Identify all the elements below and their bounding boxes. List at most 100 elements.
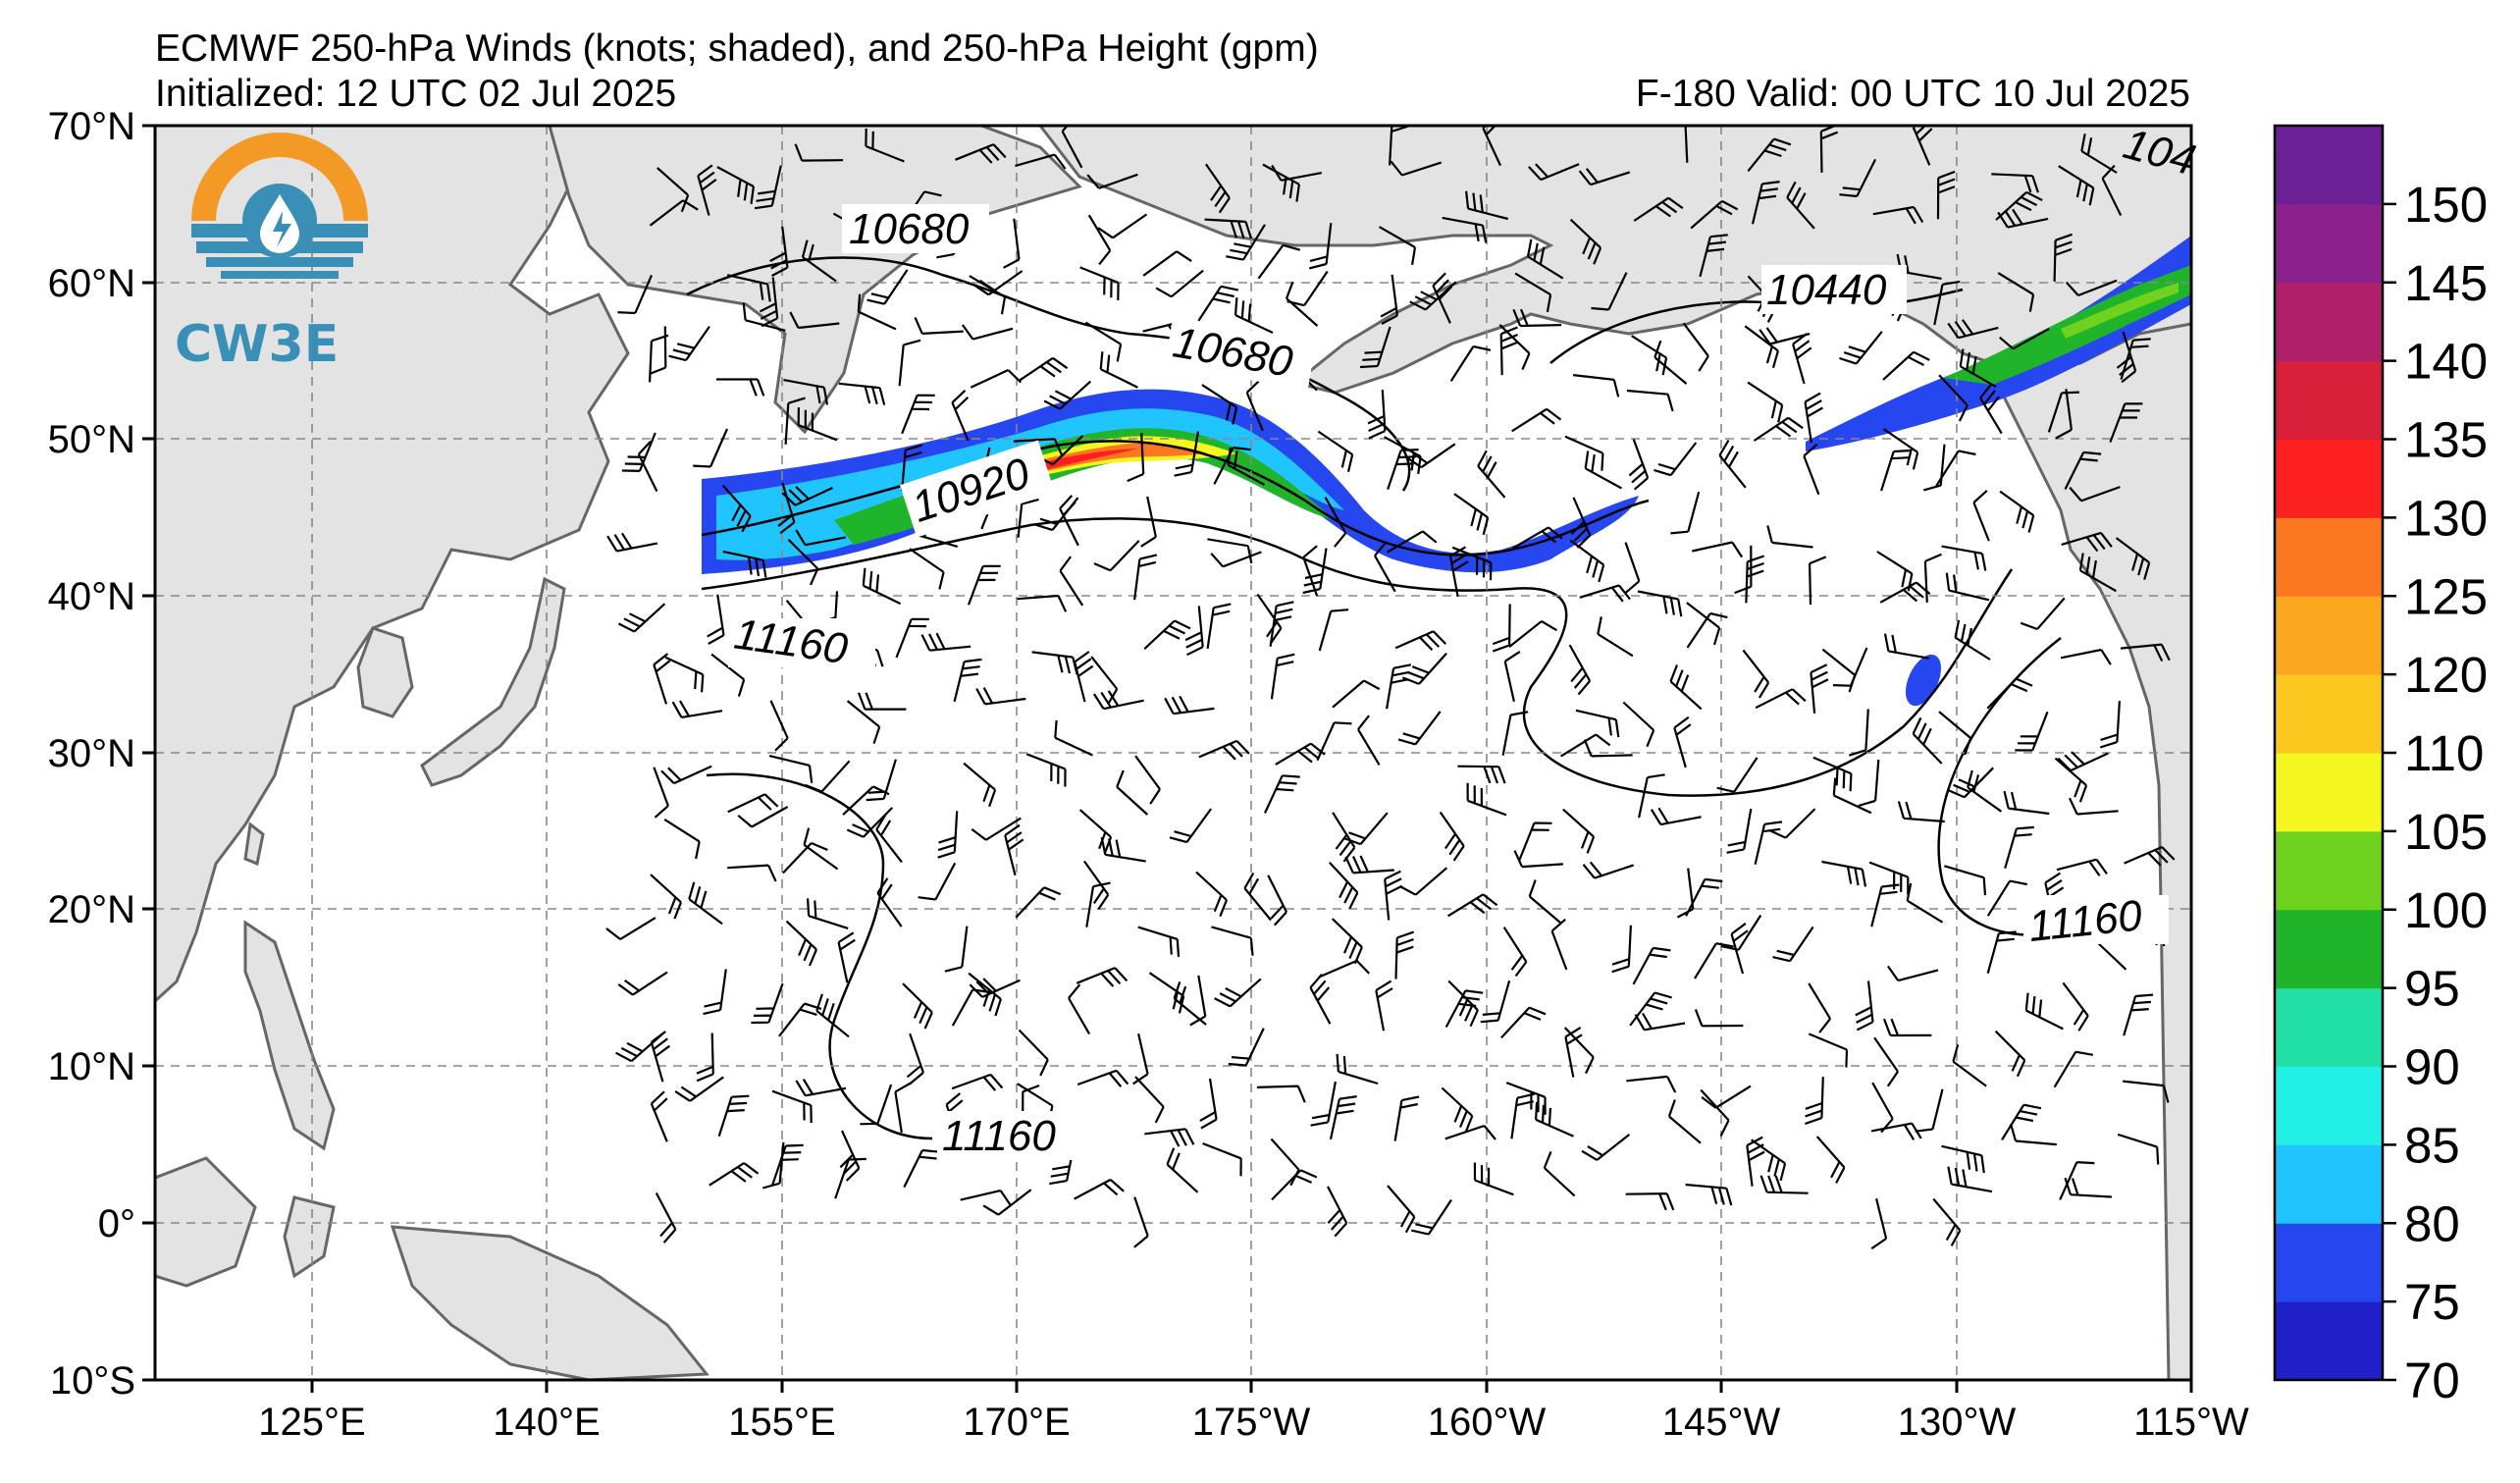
lon-label-160w: 160°W [1428, 1401, 1547, 1444]
wind-barb-408 [1131, 1033, 1149, 1086]
lat-label-60n: 60°N [48, 262, 135, 305]
wind-barb-208 [1133, 554, 1158, 601]
colorbar-bin-4 [2275, 987, 2383, 1067]
jet-band-northeast-yellow [2061, 283, 2179, 339]
wind-barb-128 [797, 407, 838, 442]
wind-barb-288 [1457, 765, 1506, 784]
wind-barb-254 [857, 692, 907, 711]
colorbar-label-110: 110 [2404, 725, 2484, 781]
wind-barb-224 [2078, 553, 2117, 593]
wind-barb-448 [2053, 1050, 2094, 1088]
wind-barb-476 [709, 1162, 760, 1187]
jet-band-red [1030, 449, 1138, 473]
wind-barb-468 [1751, 1139, 1787, 1182]
wind-barb-76 [668, 325, 710, 362]
wind-barb-188 [1451, 546, 1493, 581]
wind-barb-134 [1174, 431, 1200, 477]
wind-barb-206 [1017, 594, 1068, 612]
wind-barb-122 [1959, 348, 1997, 389]
wind-barb-130 [951, 390, 970, 442]
wind-barb-479 [903, 1148, 941, 1189]
wind-barb-437 [1336, 1053, 1379, 1086]
wind-barb-435 [1256, 1085, 1306, 1103]
wind-barb-148 [2047, 391, 2079, 433]
wind-barb-195 [1876, 551, 1914, 592]
wind-barb-136 [1317, 430, 1354, 472]
wind-barb-89 [1498, 324, 1531, 371]
lat-label-10n: 10°N [48, 1045, 135, 1088]
wind-barb-9 [1204, 163, 1231, 214]
wind-barb-386 [1318, 959, 1370, 979]
wind-barb-261 [1332, 679, 1381, 709]
logo-wave-3 [206, 257, 353, 267]
wind-barb-131 [1013, 438, 1064, 456]
wind-barb-464 [1510, 1092, 1535, 1139]
wind-barb-97 [1947, 319, 1999, 340]
wind-barb-285 [1275, 742, 1326, 766]
lon-label-115w: 115°W [2133, 1401, 2249, 1444]
wind-barb-77 [742, 302, 786, 332]
wind-barb-173 [2064, 450, 2102, 490]
wind-barb-124 [2120, 338, 2151, 381]
wind-barb-104 [898, 339, 921, 387]
wind-barb-335 [1267, 874, 1287, 927]
colorbar-bin-11 [2275, 439, 2383, 518]
wind-barb-389 [1480, 980, 1511, 1024]
wind-barb-15 [1528, 163, 1580, 182]
wind-barb-116 [1626, 389, 1674, 412]
wind-barb-376 [703, 969, 727, 1016]
wind-barb-33 [1097, 213, 1148, 239]
wind-barb-190 [1569, 539, 1605, 583]
wind-barb-80 [914, 316, 964, 335]
wind-barb-144 [1804, 392, 1823, 444]
wind-barb-377 [751, 982, 784, 1025]
land-north-america-coast [2000, 322, 2191, 1380]
wind-barb-170 [1880, 449, 1912, 492]
wind-barb-240 [1568, 644, 1592, 696]
wind-barb-451 [717, 1094, 750, 1138]
wind-barb-427 [771, 1089, 813, 1124]
wind-barb-43 [1751, 181, 1780, 225]
wind-barb-46 [1936, 170, 1956, 220]
wind-barb-163 [1453, 493, 1490, 536]
colorbar-labels: 70 75 80 85 90 95 100 105 110 120 125 130 135 140 145 1… [2383, 177, 2488, 1408]
wind-barb-440 [1564, 1026, 1583, 1078]
wind-barb-147 [1979, 383, 2003, 435]
wind-barb-412 [1375, 980, 1393, 1032]
wind-barb-184 [1207, 538, 1253, 564]
colorbar-bin-13 [2275, 282, 2383, 362]
wind-barb-239 [1508, 620, 1557, 648]
wind-barb-484 [1166, 1147, 1199, 1193]
wind-barb-215 [1579, 584, 1631, 603]
wind-barb-187 [1387, 530, 1438, 554]
wind-barb-282 [1054, 719, 1093, 757]
colorbar-bin-5 [2275, 909, 2383, 989]
wind-barb-480 [960, 1189, 1012, 1206]
wind-barb-229 [895, 617, 929, 659]
wind-barb-361 [1331, 918, 1363, 965]
lon-label-175w: 175°W [1192, 1401, 1311, 1444]
wind-barb-498 [2059, 1161, 2095, 1200]
colorbar-bin-6 [2275, 830, 2383, 911]
colorbar-bin-0 [2275, 1301, 2383, 1381]
wind-barb-286 [1316, 721, 1352, 762]
wind-barb-294 [1812, 756, 1853, 792]
wind-barb-362 [1384, 870, 1403, 921]
wind-barb-415 [1563, 1027, 1595, 1075]
wind-barb-278 [805, 760, 851, 793]
wind-barb-453 [839, 1130, 861, 1182]
wind-barb-252 [769, 700, 789, 752]
wind-barb-462 [1393, 1095, 1420, 1141]
wind-barb-358 [1137, 926, 1181, 957]
wind-barb-197 [1972, 490, 1990, 542]
wind-barb-281 [1025, 753, 1067, 787]
wind-barb-245 [1832, 647, 1868, 687]
wind-barb-343 [1754, 821, 1783, 865]
wind-barb-308 [1116, 769, 1149, 816]
colorbar-label-85: 85 [2404, 1117, 2460, 1173]
wind-barb-0 [656, 167, 690, 213]
wind-barb-186 [1302, 548, 1328, 595]
wind-barb-470 [1870, 1122, 1922, 1140]
wind-barb-74 [2065, 279, 2118, 297]
wind-barb-398 [2062, 981, 2089, 1032]
